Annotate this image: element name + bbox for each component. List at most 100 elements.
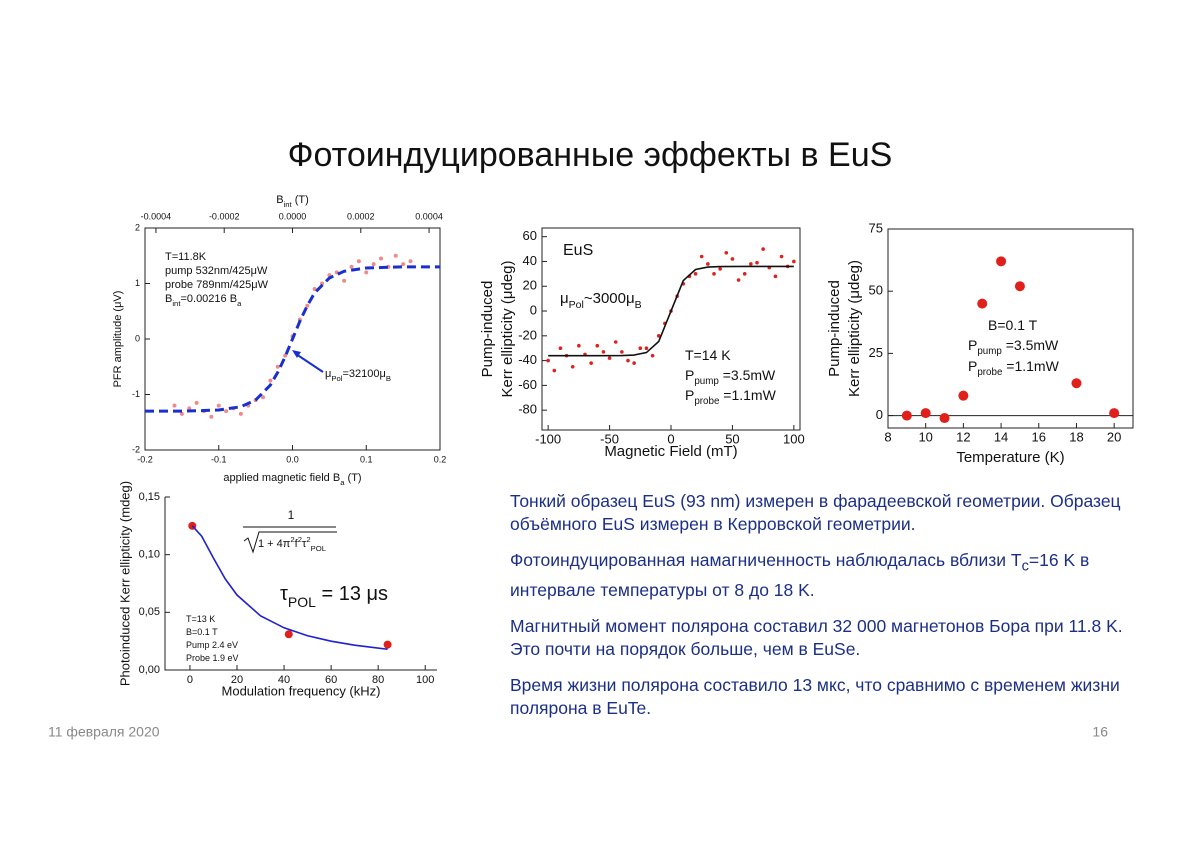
annotation: τPOL = 13 μs (280, 583, 388, 609)
subscript: Pol (331, 374, 342, 383)
data-point (570, 364, 575, 369)
y-tick-label: -1 (132, 389, 140, 399)
text-run: B (230, 293, 237, 305)
data-point (638, 346, 643, 351)
y-axis-label: Photoinduced Kerr ellipticity (mdeg) (117, 481, 132, 686)
data-point (996, 256, 1007, 267)
data-point (393, 253, 398, 258)
data-point (383, 640, 392, 649)
x2-tick-label: 0.0000 (279, 211, 307, 221)
fit-line (145, 265, 440, 413)
annotation: probe 789nm/425μW (165, 279, 269, 291)
text-run: B=0.1 T (186, 627, 218, 637)
x-tick-label: 80 (372, 674, 384, 686)
y-tick-label: -80 (518, 402, 537, 417)
y-tick-label: 0,15 (139, 491, 160, 503)
data-point (187, 406, 192, 411)
data-point (349, 264, 354, 269)
x2-tick-label: 0.0002 (347, 211, 375, 221)
text-run: probe 789nm/425μW (165, 279, 269, 291)
annotation: μPol=32100μB (325, 368, 391, 383)
subscript: Pol (569, 299, 584, 311)
annotation: Bint=0.00216 Ba (165, 293, 242, 308)
data-point (558, 346, 563, 351)
arrow-head (292, 350, 301, 358)
annotation: Pump 2.4 eV (186, 640, 238, 650)
data-point (275, 364, 280, 369)
data-point (305, 303, 310, 308)
x-tick-label: 40 (278, 674, 290, 686)
text-run: =3.5mW (719, 367, 776, 383)
data-point (268, 378, 273, 383)
y-axis-label: Kerr ellipticity (μdeg) (846, 260, 863, 397)
footer-date: 11 февраля 2020 (48, 724, 160, 740)
plot-frame (887, 228, 1134, 429)
data-point (939, 413, 950, 424)
data-point (626, 358, 630, 363)
annotation: Ppump =3.5mW (968, 337, 1059, 357)
data-point (977, 298, 988, 309)
paragraph: Фотоиндуцированная намагниченность наблю… (510, 549, 1135, 602)
subscript: B (386, 374, 391, 383)
data-point (736, 278, 741, 282)
data-point (699, 254, 704, 259)
data-point (901, 410, 912, 421)
x-tick-label: -100 (535, 431, 561, 446)
x-tick-label: 0.2 (434, 454, 447, 464)
text-run: B (276, 194, 283, 206)
superscript: 2 (298, 535, 302, 544)
page-number: 16 (1092, 724, 1108, 740)
text-run: applied magnetic field (223, 472, 332, 484)
text-block: Тонкий образец EuS (93 nm) измерен в фар… (510, 490, 1135, 733)
data-point (920, 408, 931, 419)
data-point (194, 400, 199, 405)
paragraph: Тонкий образец EuS (93 nm) измерен в фар… (510, 490, 1135, 536)
y-tick-label: -60 (518, 377, 537, 392)
annotation: 1 + 4π2f2τ2POL (258, 535, 327, 553)
x-tick-label: 0 (187, 674, 193, 686)
superscript: 2 (290, 535, 294, 544)
annotation: B=0.1 T (186, 627, 218, 637)
text-run: T (165, 251, 172, 263)
data-point (761, 247, 765, 251)
data-point (224, 409, 229, 414)
subscript: pump (977, 346, 1002, 357)
y-tick-label: -20 (518, 327, 537, 342)
text-run: =3.5mW (1002, 337, 1059, 353)
annotation: Ppump =3.5mW (685, 367, 776, 387)
x-tick-label: -0.2 (137, 454, 153, 464)
data-point (379, 256, 383, 261)
text-run: B (333, 472, 340, 484)
subscript: c (1021, 558, 1029, 575)
annotation: Probe 1.9 eV (186, 653, 239, 663)
text-run: μ (325, 368, 331, 380)
annotation: μPol~3000μB (560, 290, 642, 311)
data-point (656, 334, 661, 338)
text-run: ~3000μ (584, 290, 635, 307)
text-run: =16 K в интервале температуры от 8 до 18… (510, 550, 1090, 600)
y-axis-label: Pump-induced (826, 280, 843, 377)
x-tick-label: 20 (231, 674, 243, 686)
x-tick-label: 50 (725, 431, 739, 446)
data-point (773, 274, 778, 279)
data-point (712, 272, 716, 276)
text-run: T=13 K (186, 614, 215, 624)
subscript: POL (311, 544, 327, 553)
data-point (577, 343, 581, 348)
data-point (261, 395, 265, 400)
data-point (632, 361, 636, 365)
text-run: 1 (288, 508, 295, 522)
y-axis-label: PFR amplitude (μV) (112, 291, 124, 388)
annotation: B=0.1 T (988, 317, 1038, 333)
text-run: P (685, 387, 694, 403)
data-point (283, 353, 288, 358)
x2-tick-label: 0.0004 (415, 211, 443, 221)
data-point (552, 368, 557, 373)
x2-axis-label: Bint (T) (276, 194, 309, 209)
x-tick-label: 12 (956, 429, 970, 444)
annotation: T=11.8K (165, 251, 207, 263)
data-point (238, 411, 243, 416)
y-tick-label: 50 (869, 283, 883, 298)
y-tick-label: 25 (869, 345, 883, 360)
